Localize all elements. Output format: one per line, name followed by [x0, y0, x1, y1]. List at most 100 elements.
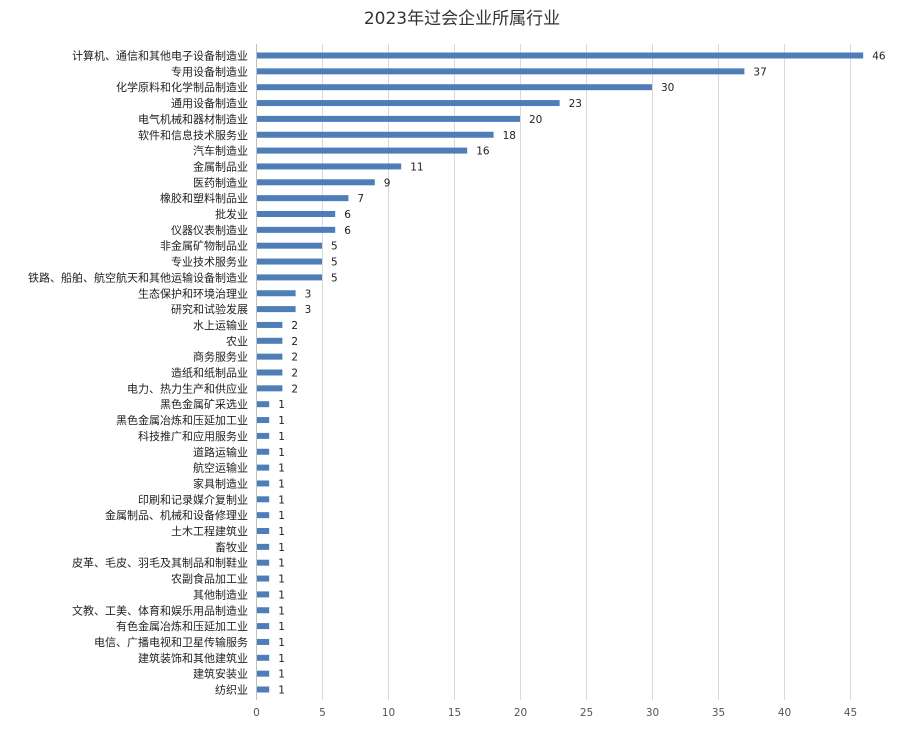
bar [257, 242, 322, 249]
category-label: 畜牧业 [215, 540, 248, 554]
data-label: 1 [278, 526, 285, 538]
data-label: 1 [278, 558, 285, 570]
data-label: 5 [331, 272, 338, 284]
data-label: 1 [278, 621, 285, 633]
category-label: 科技推广和应用服务业 [138, 429, 248, 443]
bar [257, 559, 270, 566]
grid-layer [256, 44, 851, 700]
bar [257, 385, 283, 392]
bar [257, 68, 745, 75]
bar [257, 131, 494, 138]
bar [257, 84, 652, 91]
category-label: 软件和信息技术服务业 [138, 128, 248, 142]
category-label: 航空运输业 [193, 461, 248, 475]
category-label: 印刷和记录媒介复制业 [138, 492, 248, 506]
bar [257, 290, 296, 297]
bar [257, 195, 349, 202]
x-tick-label: 25 [580, 707, 593, 719]
category-label: 建筑安装业 [193, 667, 248, 681]
data-label: 5 [331, 257, 338, 269]
x-tick-label: 15 [448, 707, 461, 719]
data-label: 1 [278, 637, 285, 649]
bar [257, 258, 322, 265]
data-label: 3 [305, 304, 312, 316]
bar [257, 591, 270, 598]
category-label: 道路运输业 [193, 445, 248, 459]
x-tick-label: 40 [778, 707, 791, 719]
bars-layer [257, 52, 864, 693]
bar [257, 528, 270, 534]
x-tick-label: 20 [514, 707, 527, 719]
data-label: 1 [278, 510, 285, 522]
category-label: 有色金属冶炼和压延加工业 [116, 619, 248, 633]
data-label: 5 [331, 241, 338, 253]
category-label: 通用设备制造业 [171, 96, 248, 110]
bar [257, 448, 270, 455]
bar [257, 607, 270, 614]
bar [257, 226, 336, 233]
category-label: 皮革、毛皮、羽毛及其制品和制鞋业 [72, 556, 248, 570]
category-label: 农业 [226, 334, 248, 348]
data-label: 6 [344, 225, 351, 237]
category-label: 金属制品业 [193, 159, 248, 173]
category-label: 橡胶和塑料制品业 [160, 191, 248, 205]
data-label: 2 [291, 368, 298, 380]
bar [257, 115, 520, 122]
x-tick-label: 10 [382, 707, 395, 719]
category-label: 农副食品加工业 [171, 572, 248, 586]
bar [257, 575, 270, 582]
bar [257, 337, 283, 344]
data-label: 1 [278, 431, 285, 443]
data-label: 11 [410, 161, 423, 173]
category-label: 纺织业 [215, 683, 248, 697]
data-label: 1 [278, 605, 285, 617]
category-label: 黑色金属冶炼和压延加工业 [116, 413, 248, 427]
bar [257, 512, 270, 519]
x-tick-label: 0 [253, 707, 260, 719]
data-label: 1 [278, 589, 285, 601]
bar [257, 306, 296, 313]
category-label: 电气机械和器材制造业 [138, 112, 248, 126]
category-label: 黑色金属矿采选业 [160, 397, 248, 411]
data-label: 1 [278, 415, 285, 427]
bar [257, 100, 560, 107]
data-label: 1 [278, 542, 285, 554]
data-label: 2 [291, 320, 298, 332]
data-label: 1 [278, 653, 285, 665]
data-label: 16 [476, 146, 490, 158]
x-tick-label: 45 [844, 707, 857, 719]
data-label: 23 [569, 98, 582, 110]
data-label: 1 [278, 447, 285, 459]
category-label: 计算机、通信和其他电子设备制造业 [72, 49, 248, 63]
data-label: 9 [384, 177, 391, 189]
data-label: 6 [344, 209, 351, 221]
category-label: 电力、热力生产和供应业 [127, 381, 248, 395]
category-label: 水上运输业 [193, 318, 248, 332]
category-label: 文教、工美、体育和娱乐用品制造业 [72, 603, 248, 617]
data-label: 1 [278, 399, 285, 411]
bar [257, 52, 864, 59]
category-label: 家具制造业 [193, 476, 248, 490]
bar [257, 543, 270, 550]
bar [257, 147, 468, 154]
category-label: 商务服务业 [193, 350, 248, 364]
category-label: 土木工程建筑业 [171, 524, 248, 538]
data-label: 2 [291, 352, 298, 364]
bar [257, 670, 270, 677]
bar [257, 179, 375, 186]
bar [257, 464, 270, 471]
data-label: 1 [278, 494, 285, 506]
data-label: 46 [872, 51, 886, 63]
data-label: 1 [278, 685, 285, 697]
data-label: 1 [278, 669, 285, 681]
bar [257, 654, 270, 661]
bar [257, 496, 270, 503]
category-label: 医药制造业 [193, 175, 248, 189]
bar [257, 353, 283, 360]
data-label: 1 [278, 574, 285, 586]
data-label: 3 [305, 288, 312, 300]
bar [257, 686, 270, 693]
x-tick-label: 5 [319, 707, 326, 719]
category-label: 铁路、船舶、航空航天和其他运输设备制造业 [28, 270, 248, 284]
